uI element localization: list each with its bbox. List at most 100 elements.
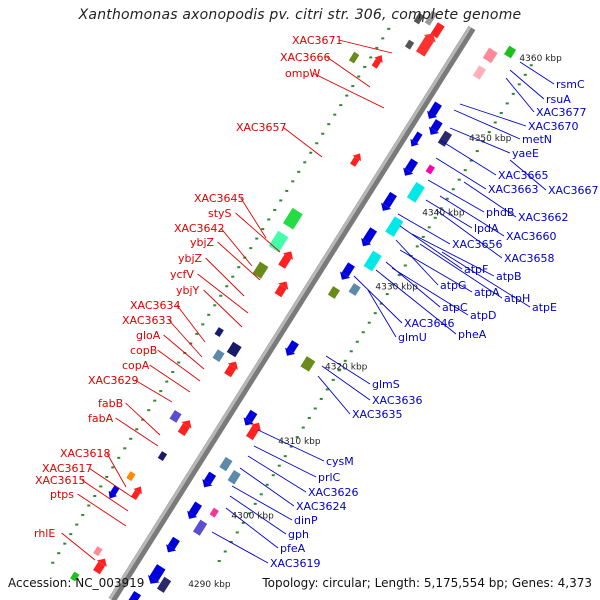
tick-mark (213, 304, 217, 307)
tick-mark (333, 113, 337, 116)
gene-block (274, 284, 287, 298)
tick-mark (93, 494, 97, 497)
right-label: lpdA (474, 222, 499, 235)
tick-mark (249, 247, 253, 250)
leader-line (425, 199, 473, 229)
tick-mark (57, 552, 61, 555)
tick-mark (285, 189, 289, 192)
gene-arrowhead (340, 271, 351, 280)
tick-mark (343, 359, 347, 362)
leader-line (449, 127, 511, 154)
right-label: rsmC (556, 78, 585, 91)
left-label: ptps (50, 488, 74, 501)
left-label: gloA (136, 329, 161, 342)
tick-mark (81, 514, 85, 517)
tick-mark (253, 502, 257, 505)
tick-mark (325, 388, 329, 391)
left-label: copA (122, 359, 150, 372)
tick-mark (235, 531, 239, 534)
leader-line (435, 209, 503, 259)
gene-block (430, 119, 443, 132)
scale-label: 4310 kbp (278, 437, 321, 447)
tick-mark (387, 27, 391, 30)
leader-line (257, 429, 325, 462)
left-label: styS (208, 207, 232, 220)
tick-mark (111, 466, 115, 469)
leader-line (81, 479, 129, 512)
gene-arrowhead (285, 347, 296, 356)
right-label: XAC3665 (498, 169, 549, 182)
leader-line (411, 233, 495, 277)
right-label: XAC3677 (536, 106, 587, 119)
right-label: atpG (440, 279, 467, 292)
gene-block (363, 250, 382, 272)
leader-line (391, 267, 469, 316)
left-label: XAC3645 (194, 192, 245, 205)
tick-mark (229, 540, 233, 543)
tick-mark (463, 169, 467, 172)
tick-mark (421, 235, 425, 238)
scale-label: 4290 kbp (188, 580, 231, 590)
right-label: glmS (372, 378, 400, 391)
leader-line (338, 39, 393, 54)
left-label: fabA (88, 412, 114, 425)
gene-block (156, 576, 172, 593)
gene-arrowhead (166, 544, 177, 553)
gene-block (70, 571, 80, 582)
left-label: XAC3615 (35, 474, 86, 487)
leader-line (239, 467, 295, 507)
right-label: atpD (470, 309, 497, 322)
leader-line (317, 375, 351, 415)
scale-label: 4340 kbp (422, 208, 465, 218)
tick-mark (271, 474, 275, 477)
tick-mark (403, 264, 407, 267)
leader-line (134, 379, 173, 403)
tick-mark (373, 312, 377, 315)
leader-line (509, 159, 547, 191)
gene-block (371, 58, 381, 69)
leader-line (441, 251, 531, 308)
tick-mark (277, 464, 281, 467)
gene-block (283, 207, 303, 230)
gene-block (127, 590, 142, 600)
leader-line (225, 507, 279, 549)
tick-mark (351, 85, 355, 88)
right-label: XAC3662 (518, 211, 569, 224)
leader-line (375, 269, 457, 335)
tick-mark (105, 475, 109, 478)
gene-block (192, 519, 208, 536)
tick-mark (225, 285, 229, 288)
right-label: atpC (442, 301, 468, 314)
label-leaders (61, 39, 555, 564)
tick-mark (381, 37, 385, 40)
leader-line (217, 241, 261, 281)
tick-mark (361, 331, 365, 334)
gene-block (428, 101, 442, 116)
leader-line (399, 249, 473, 293)
tick-mark (487, 131, 491, 134)
right-label: metN (522, 133, 552, 146)
gene-arrowhead (108, 490, 118, 499)
left-label: ompW (285, 67, 320, 80)
tick-mark (499, 111, 503, 114)
gene-block (424, 10, 438, 26)
gene-arrowhead (282, 251, 294, 260)
right-label: phdB (486, 206, 514, 219)
leader-line (419, 243, 503, 299)
leader-line (229, 495, 287, 535)
tick-mark (147, 409, 151, 412)
leader-line (463, 181, 517, 218)
right-label: XAC3619 (270, 557, 321, 570)
tick-mark (451, 188, 455, 191)
gene-block (348, 283, 361, 296)
gene-arrowhead (427, 110, 438, 119)
gene-block (327, 286, 340, 299)
leader-line (88, 467, 133, 498)
gene-block (268, 230, 289, 253)
leader-line (427, 179, 485, 213)
tick-mark (189, 342, 193, 345)
tick-mark (363, 65, 367, 68)
leader-line (240, 197, 267, 239)
leader-line (353, 275, 403, 324)
